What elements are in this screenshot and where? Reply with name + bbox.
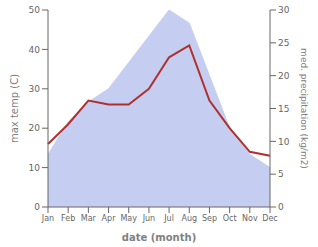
svg-text:Mar: Mar — [81, 214, 97, 223]
svg-text:0: 0 — [278, 202, 284, 212]
svg-text:Feb: Feb — [61, 214, 75, 223]
svg-text:0: 0 — [34, 202, 40, 212]
svg-text:30: 30 — [278, 5, 290, 15]
svg-text:max temp (C): max temp (C) — [9, 74, 20, 143]
svg-text:30: 30 — [29, 84, 41, 94]
svg-text:Nov: Nov — [242, 214, 258, 223]
svg-text:5: 5 — [278, 169, 284, 179]
svg-text:10: 10 — [29, 163, 41, 173]
svg-text:med. precipitation (kg/m2): med. precipitation (kg/m2) — [299, 48, 309, 169]
svg-text:50: 50 — [29, 5, 41, 15]
svg-text:10: 10 — [278, 137, 290, 147]
svg-text:May: May — [120, 214, 137, 223]
svg-text:40: 40 — [29, 45, 41, 55]
svg-text:Sep: Sep — [202, 214, 217, 223]
svg-text:Dec: Dec — [262, 214, 277, 223]
svg-text:Apr: Apr — [102, 214, 117, 223]
svg-text:date (month): date (month) — [122, 232, 196, 243]
svg-text:20: 20 — [29, 123, 41, 133]
svg-text:Oct: Oct — [223, 214, 237, 223]
svg-text:Jan: Jan — [41, 214, 54, 223]
svg-text:Jul: Jul — [163, 214, 174, 223]
svg-text:20: 20 — [278, 71, 290, 81]
svg-text:Jun: Jun — [142, 214, 156, 223]
svg-text:25: 25 — [278, 38, 289, 48]
svg-text:15: 15 — [278, 104, 289, 114]
svg-text:Aug: Aug — [181, 214, 197, 223]
